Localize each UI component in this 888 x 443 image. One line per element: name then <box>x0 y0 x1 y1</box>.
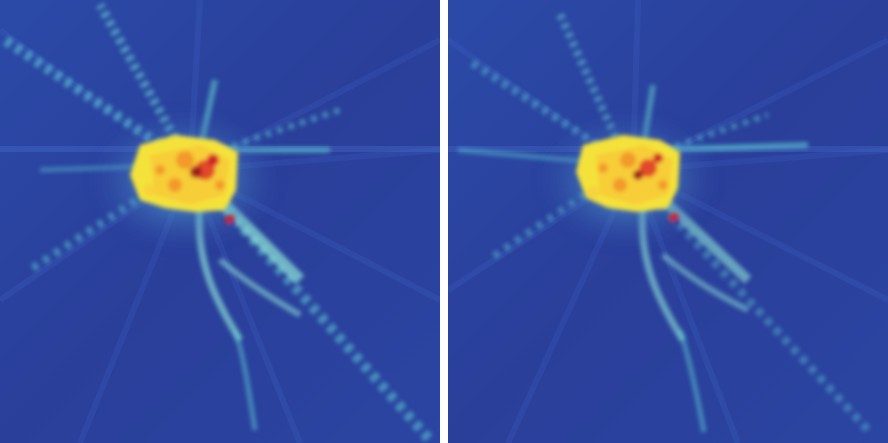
heatmap-right-svg <box>448 0 888 443</box>
panel-divider <box>440 0 448 443</box>
core-region <box>576 135 680 225</box>
heatmap-panel-left <box>0 0 440 443</box>
core-region <box>130 135 238 227</box>
heatmap-left-svg <box>0 0 440 443</box>
heatmap-panel-right <box>448 0 888 443</box>
